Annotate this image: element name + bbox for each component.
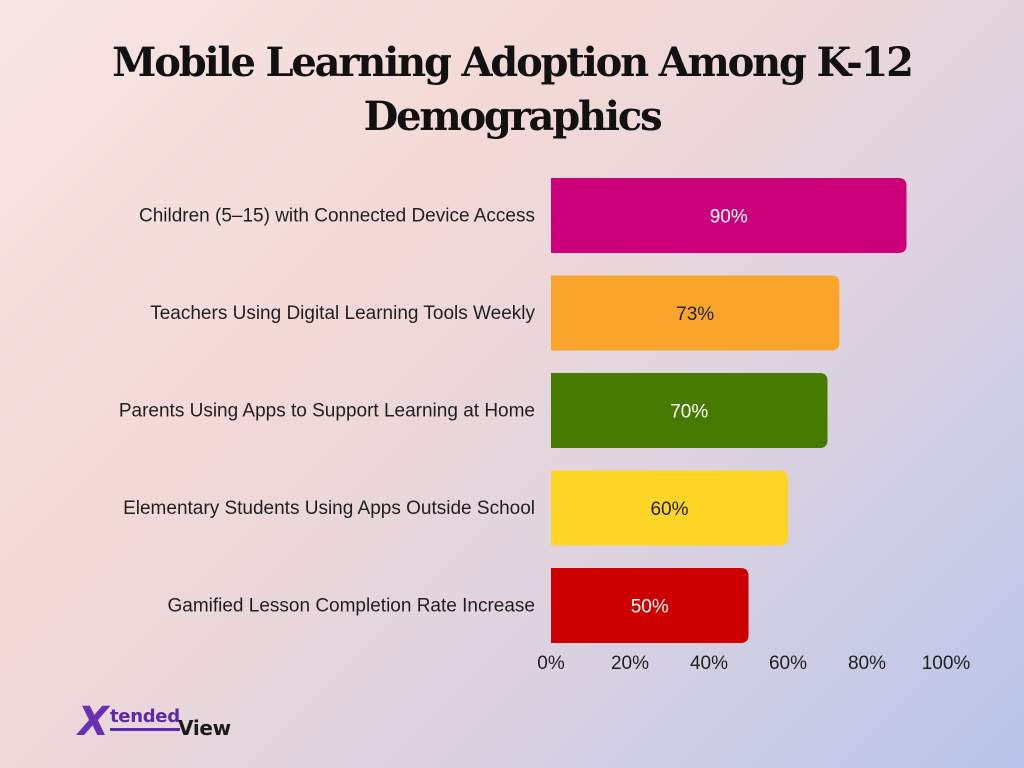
x-tick-label: 20% <box>611 653 649 674</box>
bar <box>551 470 788 546</box>
xtendedview-logo: X tended View <box>78 700 268 748</box>
x-tick-label: 80% <box>848 653 886 674</box>
data-label: 90% <box>710 207 748 228</box>
x-tick-label: 0% <box>537 653 565 674</box>
data-label: 70% <box>670 402 708 423</box>
logo-x-icon: X <box>78 699 109 745</box>
logo-text-tended: tended <box>110 706 180 731</box>
data-label: 50% <box>631 597 669 618</box>
x-tick-label: 40% <box>690 653 728 674</box>
logo-text-view: View <box>178 716 231 740</box>
category-label: Parents Using Apps to Support Learning a… <box>119 401 535 422</box>
category-label: Teachers Using Digital Learning Tools We… <box>150 303 535 324</box>
bar <box>551 178 907 253</box>
bar <box>551 568 749 643</box>
chart-title: Mobile Learning Adoption Among K-12 Demo… <box>112 39 914 140</box>
bar <box>551 275 840 351</box>
category-label: Gamified Lesson Completion Rate Increase <box>167 596 535 617</box>
category-label: Elementary Students Using Apps Outside S… <box>123 498 535 519</box>
bar <box>551 373 828 448</box>
x-tick-label: 100% <box>922 653 971 674</box>
data-label: 60% <box>650 499 688 520</box>
category-label: Children (5–15) with Connected Device Ac… <box>139 206 535 227</box>
x-tick-label: 60% <box>769 653 807 674</box>
data-label: 73% <box>676 304 714 325</box>
